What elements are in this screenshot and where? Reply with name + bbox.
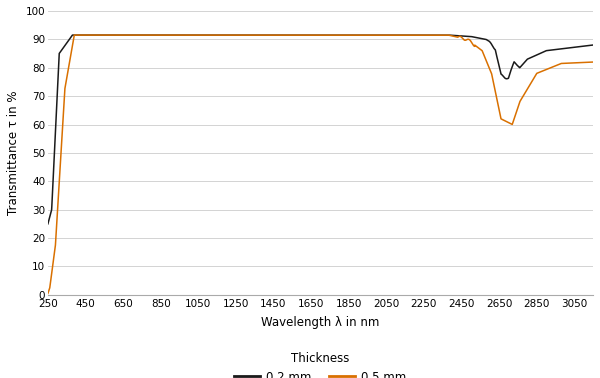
0.2 mm: [493, 52, 500, 56]
Legend: 0.2 mm, 0.5 mm: 0.2 mm, 0.5 mm: [230, 347, 411, 378]
0.2 mm: [253, 33, 260, 37]
0.5 mm: [493, 94, 500, 98]
Y-axis label: Transmittance τ in %: Transmittance τ in %: [7, 91, 20, 215]
0.5 mm: [399, 33, 406, 37]
Line: 0.5 mm: 0.5 mm: [48, 35, 593, 293]
0.2 mm: [69, 33, 76, 37]
0.2 mm: [399, 33, 406, 37]
0.5 mm: [71, 33, 78, 37]
0.2 mm: [589, 43, 596, 47]
Line: 0.2 mm: 0.2 mm: [48, 35, 593, 224]
X-axis label: Wavelength λ in nm: Wavelength λ in nm: [261, 316, 380, 329]
0.5 mm: [451, 34, 458, 39]
0.5 mm: [143, 33, 151, 37]
0.2 mm: [371, 33, 379, 37]
0.2 mm: [451, 33, 458, 38]
0.2 mm: [143, 33, 151, 37]
0.5 mm: [253, 33, 260, 37]
0.2 mm: [44, 222, 52, 226]
0.5 mm: [589, 60, 596, 64]
0.5 mm: [371, 33, 379, 37]
0.5 mm: [44, 291, 52, 296]
